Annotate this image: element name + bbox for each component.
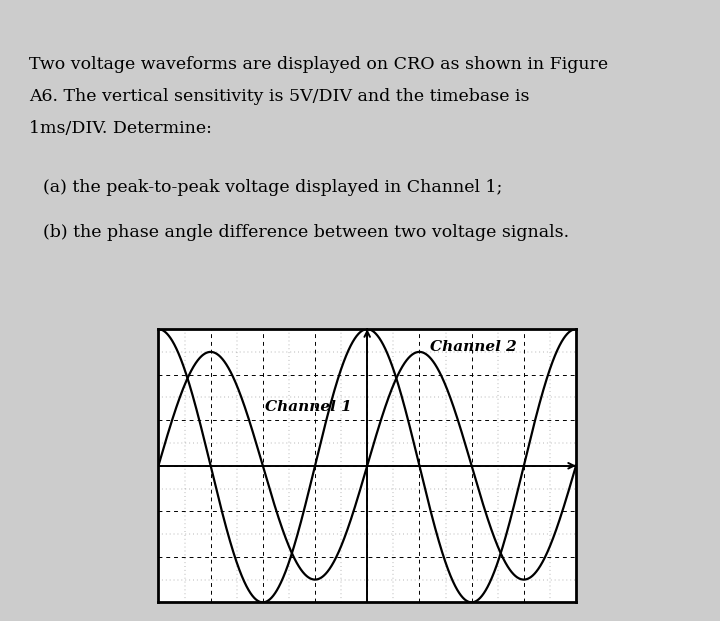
Text: 1ms/DIV. Determine:: 1ms/DIV. Determine: [29, 120, 212, 137]
Text: (a) the peak-to-peak voltage displayed in Channel 1;: (a) the peak-to-peak voltage displayed i… [43, 179, 503, 196]
Text: Two voltage waveforms are displayed on CRO as shown in Figure: Two voltage waveforms are displayed on C… [29, 56, 608, 73]
Text: (b) the phase angle difference between two voltage signals.: (b) the phase angle difference between t… [43, 224, 570, 241]
Text: Channel 2: Channel 2 [430, 340, 516, 355]
Text: A6. The vertical sensitivity is 5V/DIV and the timebase is: A6. The vertical sensitivity is 5V/DIV a… [29, 88, 529, 105]
Text: Channel 1: Channel 1 [266, 399, 352, 414]
